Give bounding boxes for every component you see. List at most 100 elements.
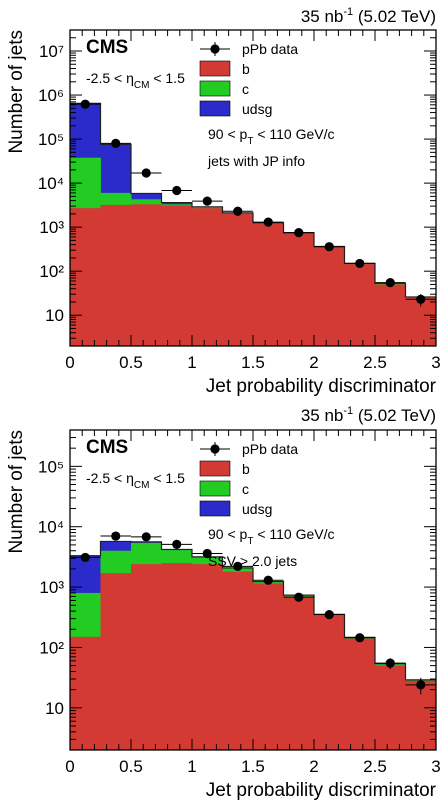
eta-sub: CM <box>134 80 150 91</box>
data-point-9 <box>324 242 334 252</box>
bar-b-bin-2 <box>100 573 132 750</box>
legend-label: b <box>242 461 250 477</box>
plot-area <box>70 99 436 346</box>
lumi-label: 35 nb-1 (5.02 TeV) <box>301 405 436 425</box>
legend-label: udsg <box>242 101 272 117</box>
legend-swatch-udsg <box>199 500 231 517</box>
energy-label: (5.02 TeV) <box>353 7 436 26</box>
lumi-label: 35 nb-1 (5.02 TeV) <box>301 6 436 26</box>
y-axis-label: Number of jets <box>6 30 27 154</box>
eta-suffix: < 1.5 <box>149 70 185 86</box>
x-tick-label: 0 <box>65 757 74 776</box>
pt-prefix: 90 < p <box>208 526 248 542</box>
data-point-5 <box>202 548 212 559</box>
bar-b-bin-6 <box>222 571 254 750</box>
eta-cut-label: -2.5 < ηCM < 1.5 <box>86 470 185 491</box>
total-outline <box>70 540 436 681</box>
y-tick-label: 10² <box>39 262 64 281</box>
data-point-8 <box>294 592 304 602</box>
x-tick-label: 3 <box>431 757 440 776</box>
eta-cut-label: -2.5 < ηCM < 1.5 <box>86 70 185 91</box>
data-point-2 <box>111 138 121 148</box>
data-point-8 <box>294 228 304 238</box>
data-point-1 <box>80 99 90 109</box>
x-tick-label: 2.5 <box>363 353 387 372</box>
total-outline <box>70 102 436 298</box>
pt-sub: T <box>247 536 253 547</box>
data-point-5 <box>202 196 212 206</box>
x-tick-label: 0.5 <box>119 757 143 776</box>
eta-sub: CM <box>134 480 150 491</box>
bar-b-bin-7 <box>253 223 284 346</box>
legend: pPb data bc udsg 90 < pT < 110 GeV/c jets wi… <box>199 41 335 169</box>
bar-b-bin-2 <box>100 204 132 346</box>
bar-b-bin-11 <box>375 665 406 750</box>
energy-label: (5.02 TeV) <box>353 406 436 425</box>
y-tick-label: 10³ <box>39 218 64 237</box>
bar-b-bin-1 <box>70 636 101 750</box>
legend-label: pPb data <box>242 441 298 457</box>
legend-swatch-udsg <box>199 100 231 117</box>
chart-panel-2: 0 0.5 1 1.5 2 2.5 3 10 10² 10³ 10⁴ 10⁵ Jet probabili… <box>6 405 441 801</box>
data-point-4 <box>172 185 182 196</box>
x-tick-label: 2.5 <box>363 757 387 776</box>
bar-b-bin-4 <box>161 563 193 750</box>
legend-label: pPb data <box>242 41 298 57</box>
y-tick-label: 10² <box>39 638 64 657</box>
lumi-value: 35 nb <box>301 406 344 425</box>
legend-swatch-b <box>199 60 231 77</box>
legend: pPb data bc udsg 90 < pT < 110 GeV/c SSV > 2… <box>199 441 335 569</box>
x-tick-label: 0.5 <box>119 353 143 372</box>
y-tick-label: 10 <box>45 699 64 718</box>
x-axis-label: Jet probability discriminator <box>206 780 437 801</box>
selection-label: SSV > 2.0 jets <box>208 553 297 569</box>
data-point-12 <box>416 294 426 304</box>
data-point-10 <box>355 258 365 269</box>
eta-suffix: < 1.5 <box>149 470 185 486</box>
pt-cut-label: 90 < pT < 110 GeV/c <box>208 526 335 547</box>
x-axis-label: Jet probability discriminator <box>206 376 437 397</box>
y-tick-label: 10⁶ <box>38 86 64 105</box>
data-point-11 <box>385 278 395 288</box>
y-tick-label: 10⁵ <box>38 130 64 149</box>
bar-b-bin-10 <box>344 264 376 346</box>
y-tick-label: 10⁴ <box>38 174 64 193</box>
lumi-exponent: -1 <box>343 405 353 417</box>
selection-label: jets with JP info <box>207 153 305 169</box>
bar-b-bin-9 <box>314 247 345 346</box>
data-point-3 <box>141 532 151 542</box>
legend-swatch-c <box>199 480 231 497</box>
x-tick-label: 2 <box>309 353 318 372</box>
y-tick-label: 10 <box>45 306 64 325</box>
legend-swatch-b <box>199 460 231 477</box>
data-point-11 <box>385 658 395 668</box>
data-point-7 <box>263 217 273 227</box>
data-point-3 <box>141 168 151 178</box>
bar-b-bin-10 <box>344 638 376 750</box>
y-tick-label: 10⁷ <box>39 42 64 61</box>
x-tick-label: 1 <box>187 353 196 372</box>
pt-suffix: < 110 GeV/c <box>253 126 334 142</box>
legend-label: udsg <box>242 501 272 517</box>
bar-b-bin-5 <box>192 208 223 346</box>
bar-b-bin-8 <box>283 596 315 750</box>
pt-cut-label: 90 < pT < 110 GeV/c <box>208 126 335 147</box>
data-point-6 <box>233 206 243 216</box>
legend-label: b <box>242 61 250 77</box>
x-tick-label: 1.5 <box>241 757 265 776</box>
y-axis-label: Number of jets <box>6 430 27 554</box>
eta-prefix: -2.5 < η <box>86 470 134 486</box>
pt-sub: T <box>247 136 253 147</box>
bar-b-bin-9 <box>314 615 345 750</box>
data-point-12 <box>416 680 426 690</box>
x-tick-label: 1 <box>187 757 196 776</box>
lumi-value: 35 nb <box>301 7 344 26</box>
pt-suffix: < 110 GeV/c <box>253 526 334 542</box>
bar-b-bin-4 <box>161 205 193 346</box>
data-point-9 <box>324 609 334 620</box>
y-tick-label: 10³ <box>39 578 64 597</box>
data-point-4 <box>172 539 182 549</box>
legend-marker-dot <box>210 44 220 54</box>
y-tick-label: 10⁴ <box>38 518 64 537</box>
bar-b-bin-8 <box>283 233 315 346</box>
